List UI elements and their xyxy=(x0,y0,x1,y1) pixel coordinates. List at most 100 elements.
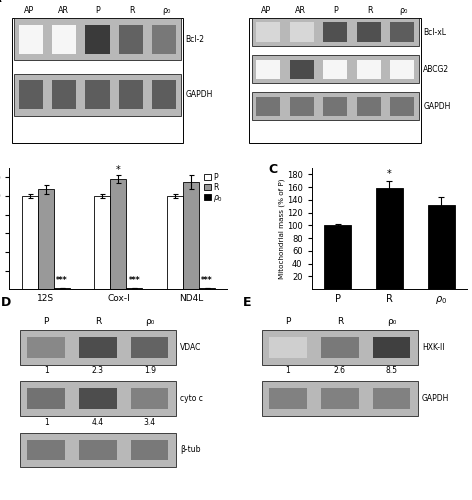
Bar xyxy=(79,388,117,409)
Bar xyxy=(20,432,176,468)
Bar xyxy=(357,22,381,42)
Bar xyxy=(18,80,42,110)
Bar xyxy=(199,288,215,289)
Bar xyxy=(54,288,70,289)
Text: ρ₀: ρ₀ xyxy=(162,6,170,16)
Bar xyxy=(167,196,183,289)
Text: 4.4: 4.4 xyxy=(92,418,104,427)
Bar xyxy=(14,74,181,116)
Text: GAPDH: GAPDH xyxy=(422,394,449,403)
Text: GAPDH: GAPDH xyxy=(423,102,451,111)
Text: VDAC: VDAC xyxy=(180,342,202,351)
Bar xyxy=(390,22,414,42)
Bar xyxy=(357,96,381,116)
Text: R: R xyxy=(129,6,135,16)
Text: AR: AR xyxy=(295,6,306,16)
Text: Bcl-xL: Bcl-xL xyxy=(423,28,446,36)
Text: P: P xyxy=(286,317,291,326)
Bar xyxy=(270,336,307,357)
Bar xyxy=(270,388,307,409)
Text: 1: 1 xyxy=(286,366,290,376)
Bar xyxy=(256,60,280,79)
Bar xyxy=(119,80,143,110)
Text: ρ₀: ρ₀ xyxy=(400,6,408,16)
Bar xyxy=(323,60,347,79)
Bar xyxy=(14,18,181,60)
Bar xyxy=(390,60,414,79)
Text: D: D xyxy=(1,296,11,310)
Bar xyxy=(252,92,419,120)
Text: 2.3: 2.3 xyxy=(92,366,104,376)
Bar xyxy=(94,196,110,289)
Bar xyxy=(85,24,110,54)
Text: E: E xyxy=(243,296,251,310)
Text: ABCG2: ABCG2 xyxy=(423,65,449,74)
Text: 8.5: 8.5 xyxy=(386,366,398,376)
Bar xyxy=(20,330,176,364)
Bar xyxy=(256,22,280,42)
Text: HXK-II: HXK-II xyxy=(422,342,445,351)
Bar xyxy=(52,80,76,110)
Bar xyxy=(27,440,65,460)
Bar xyxy=(262,330,418,364)
Bar xyxy=(27,388,65,409)
Bar xyxy=(119,24,143,54)
Bar xyxy=(152,24,177,54)
Text: β-tub: β-tub xyxy=(180,446,201,454)
FancyBboxPatch shape xyxy=(249,18,421,143)
Bar xyxy=(376,188,403,289)
Text: P: P xyxy=(333,6,337,16)
Bar xyxy=(131,388,169,409)
Bar xyxy=(323,96,347,116)
Text: R: R xyxy=(95,317,101,326)
Bar xyxy=(252,56,419,83)
Text: ρ₀: ρ₀ xyxy=(387,317,396,326)
Bar xyxy=(27,336,65,357)
Text: A: A xyxy=(0,0,1,4)
Y-axis label: Mitochondrial mass (% of P): Mitochondrial mass (% of P) xyxy=(279,178,285,279)
Text: AP: AP xyxy=(261,6,272,16)
Bar xyxy=(290,22,314,42)
Bar xyxy=(390,96,414,116)
Legend: P, R, $\rho_0$: P, R, $\rho_0$ xyxy=(203,172,224,204)
Text: P: P xyxy=(95,6,100,16)
Text: R: R xyxy=(337,317,343,326)
Bar xyxy=(321,336,359,357)
Text: *: * xyxy=(116,166,121,175)
Bar xyxy=(85,80,110,110)
Text: AR: AR xyxy=(58,6,68,16)
Bar xyxy=(22,196,38,289)
Text: ***: *** xyxy=(201,276,213,284)
Text: Bcl-2: Bcl-2 xyxy=(185,34,204,43)
Bar xyxy=(183,182,199,289)
Bar xyxy=(252,18,419,46)
Bar xyxy=(38,190,54,289)
Bar xyxy=(262,381,418,416)
Bar xyxy=(321,388,359,409)
Bar xyxy=(290,96,314,116)
Text: ***: *** xyxy=(56,276,67,284)
Bar xyxy=(324,226,351,289)
Bar xyxy=(20,381,176,416)
Bar xyxy=(357,60,381,79)
Text: AP: AP xyxy=(24,6,34,16)
Text: ***: *** xyxy=(129,276,140,284)
Text: C: C xyxy=(268,163,277,176)
Bar xyxy=(428,205,455,289)
Text: 1: 1 xyxy=(44,366,49,376)
Text: GAPDH: GAPDH xyxy=(185,90,213,100)
Bar xyxy=(126,288,143,289)
Bar xyxy=(290,60,314,79)
Bar xyxy=(373,336,410,357)
Bar xyxy=(323,22,347,42)
Bar xyxy=(131,336,169,357)
Text: P: P xyxy=(43,317,49,326)
Text: 1.9: 1.9 xyxy=(144,366,156,376)
Text: *: * xyxy=(387,170,392,179)
Bar xyxy=(79,440,117,460)
FancyBboxPatch shape xyxy=(12,18,183,143)
Text: cyto c: cyto c xyxy=(180,394,203,403)
Text: ρ₀: ρ₀ xyxy=(145,317,154,326)
Bar xyxy=(110,179,126,289)
Text: 1: 1 xyxy=(44,418,49,427)
